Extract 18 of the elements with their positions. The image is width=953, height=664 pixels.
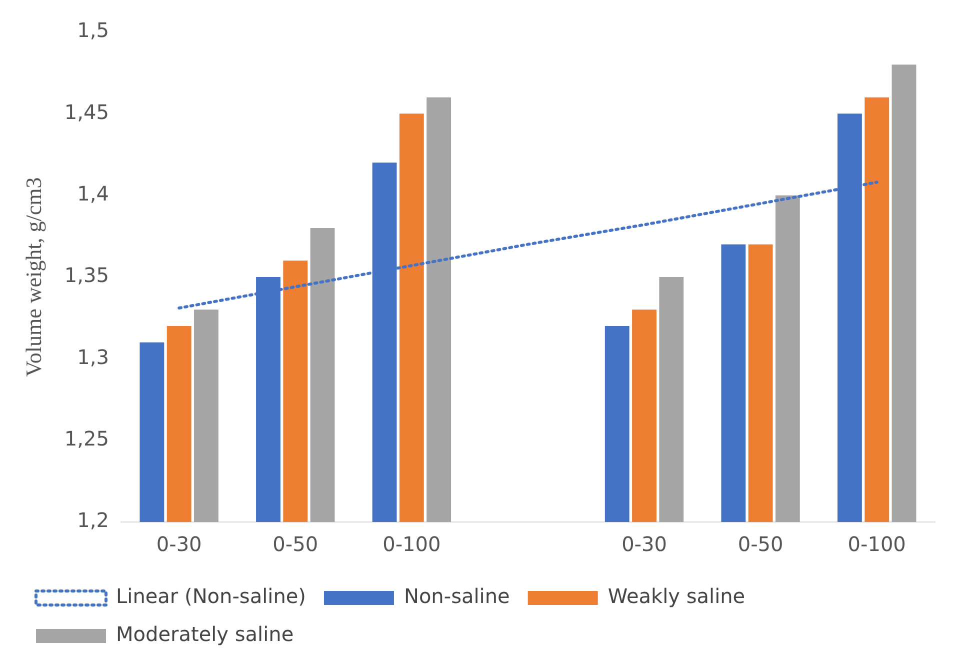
x-tick-label: 0-50 bbox=[738, 532, 784, 556]
y-tick-label: 1,2 bbox=[77, 508, 109, 532]
legend-label: Linear (Non-saline) bbox=[116, 584, 306, 608]
legend-label: Non-saline bbox=[404, 584, 510, 608]
legend-label: Weakly saline bbox=[608, 584, 746, 608]
x-tick-label: 0-50 bbox=[272, 532, 318, 556]
y-tick-label: 1,5 bbox=[77, 18, 109, 42]
x-tick-label: 0-100 bbox=[382, 532, 441, 556]
y-axis-title: Volume weight, g/cm3 bbox=[20, 177, 46, 377]
y-tick-label: 1,45 bbox=[64, 100, 109, 124]
y-tick-label: 1,35 bbox=[64, 263, 109, 288]
x-tick-label: 0-30 bbox=[156, 532, 202, 556]
legend-label: Moderately saline bbox=[116, 622, 294, 646]
x-tick-label: 0-100 bbox=[848, 532, 906, 556]
y-tick-label: 1,25 bbox=[64, 426, 109, 451]
y-tick-label: 1,3 bbox=[77, 344, 109, 369]
y-tick-label: 1,4 bbox=[77, 182, 109, 206]
x-tick-label: 0-30 bbox=[622, 532, 667, 556]
